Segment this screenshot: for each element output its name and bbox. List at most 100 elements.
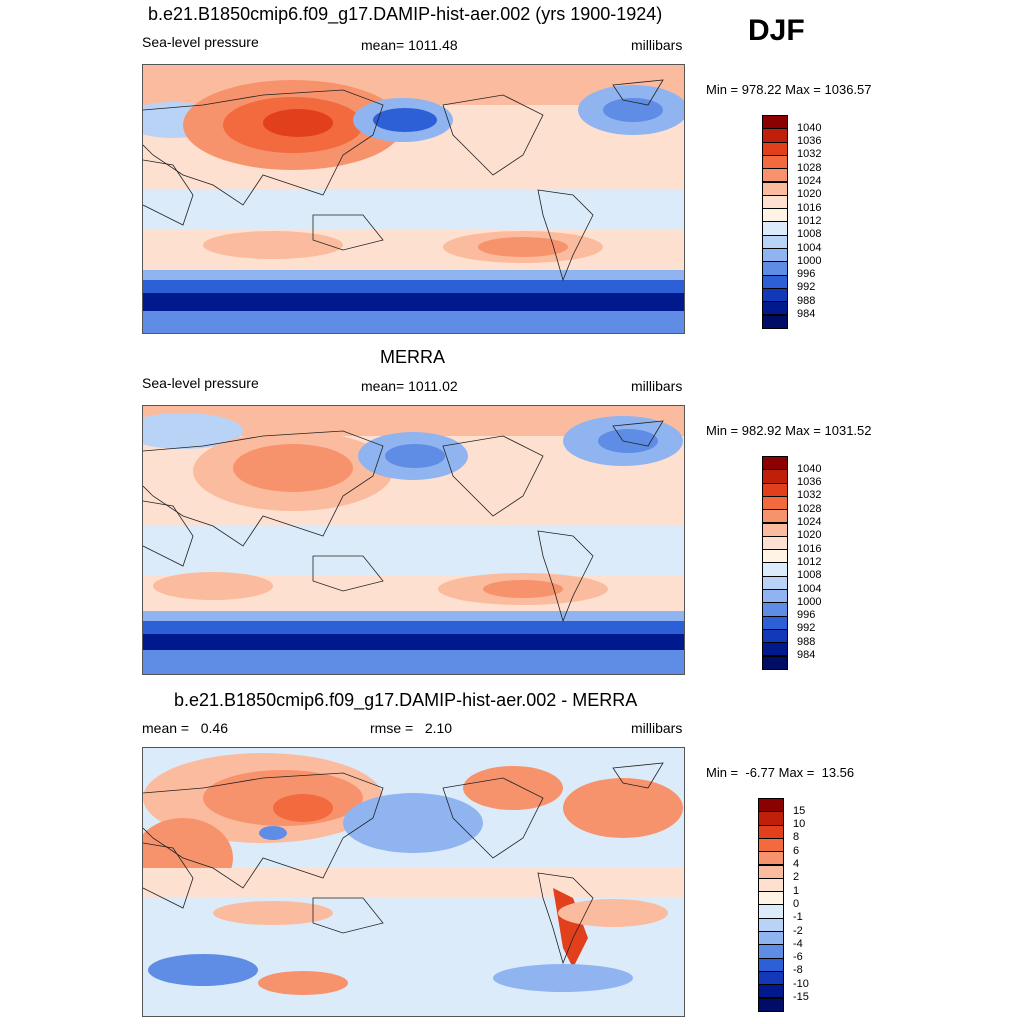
colorbar-label: 996 [797, 268, 816, 281]
panel3-mean-label: mean = 0.46 [142, 720, 229, 736]
colorbar-swatch [762, 469, 788, 484]
colorbar-label: 6 [793, 844, 800, 857]
colorbar-swatch [758, 824, 784, 839]
colorbar-swatch [758, 944, 784, 959]
colorbar-swatch [762, 287, 788, 303]
colorbar-label: 1040 [797, 121, 822, 134]
colorbar-label: 0 [793, 897, 800, 910]
colorbar-label: 996 [797, 609, 816, 622]
colorbar-swatch [758, 837, 784, 853]
colorbar-label: 984 [797, 649, 816, 661]
colorbar-swatch [762, 549, 788, 564]
colorbar-label: 1000 [797, 254, 822, 267]
colorbar-swatch [762, 509, 788, 524]
panel1-title: b.e21.B1850cmip6.f09_g17.DAMIP-hist-aer.… [148, 4, 663, 24]
colorbar-label: 988 [797, 635, 816, 648]
colorbar-label: -1 [793, 911, 803, 924]
panel1-mean-label: mean= 1011.48 [361, 37, 458, 53]
colorbar-swatch [762, 615, 788, 630]
colorbar-swatch [762, 274, 788, 289]
colorbar-label: 1008 [797, 228, 822, 241]
colorbar-swatch [762, 208, 788, 223]
colorbar-swatch [762, 261, 788, 276]
panel1-variable-label: Sea-level pressure [142, 34, 259, 50]
colorbar-swatch [762, 248, 788, 263]
colorbar-label: 984 [797, 308, 816, 320]
colorbar-swatch [762, 482, 788, 497]
colorbar-label: 1 [793, 884, 800, 897]
colorbar-swatch [758, 851, 784, 866]
colorbar-swatch [762, 589, 788, 604]
colorbar-label: 988 [797, 294, 816, 307]
colorbar-label: 1032 [797, 489, 822, 502]
colorbar-label: 1036 [797, 135, 822, 148]
model-slp-map [142, 64, 685, 334]
panel3-minmax: Min = -6.77 Max = 13.56 [706, 765, 855, 780]
colorbar-swatch [758, 917, 784, 932]
panel2-title: MERRA [380, 347, 446, 367]
colorbar-swatch [758, 798, 784, 813]
colorbar-label: 15 [793, 804, 806, 817]
panel2-variable-label: Sea-level pressure [142, 375, 259, 391]
merra-slp-map [142, 405, 685, 675]
colorbar-label: -2 [793, 924, 803, 937]
colorbar-label: 1016 [797, 201, 822, 214]
panel2-units-label: millibars [631, 378, 683, 394]
panel3-units-label: millibars [631, 720, 683, 736]
colorbar-swatch [762, 562, 788, 577]
season-label: DJF [748, 14, 805, 47]
colorbar-swatch [762, 301, 788, 316]
colorbar-swatch [762, 456, 788, 471]
colorbar-label: 1028 [797, 161, 822, 174]
panel2-mean-label: mean= 1011.02 [361, 378, 458, 394]
colorbar-label: 1024 [797, 516, 822, 528]
colorbar-swatch [758, 891, 784, 906]
colorbar-swatch [758, 957, 784, 972]
colorbar-label: 1020 [797, 529, 822, 542]
colorbar-label: 1012 [797, 555, 822, 568]
colorbar-label: 1000 [797, 595, 822, 608]
colorbar-swatch [762, 495, 788, 511]
panel2-minmax: Min = 982.92 Max = 1031.52 [706, 423, 872, 438]
colorbar-label: 1008 [797, 569, 822, 582]
colorbar-swatch [762, 602, 788, 617]
colorbar-label: 4 [793, 858, 800, 870]
colorbar-swatch [762, 522, 788, 537]
colorbar-swatch [762, 575, 788, 590]
colorbar-swatch [762, 628, 788, 644]
colorbar-label: 2 [793, 871, 800, 884]
colorbar-swatch [758, 970, 784, 986]
colorbar-swatch [758, 984, 784, 999]
colorbar-swatch [758, 864, 784, 879]
colorbar-label: 1040 [797, 462, 822, 475]
colorbar-swatch [762, 234, 788, 249]
colorbar-label: 8 [793, 831, 800, 844]
colorbar-swatch [762, 314, 788, 329]
colorbar-swatch [758, 877, 784, 893]
colorbar-label: -6 [793, 951, 803, 964]
colorbar-label: 10 [793, 818, 806, 831]
colorbar-label: 1016 [797, 542, 822, 555]
colorbar-label: -8 [793, 964, 803, 977]
colorbar-label: 1032 [797, 148, 822, 161]
colorbar-swatch [758, 931, 784, 946]
colorbar-swatch [758, 997, 784, 1012]
colorbar-label: -4 [793, 937, 803, 950]
colorbar-swatch [758, 904, 784, 919]
colorbar-swatch [762, 194, 788, 210]
colorbar-label: 1024 [797, 175, 822, 187]
colorbar-label: -15 [793, 991, 809, 1003]
panel1-units-label: millibars [631, 37, 683, 53]
colorbar-swatch [762, 154, 788, 170]
colorbar-swatch [762, 115, 788, 130]
colorbar-label: 992 [797, 281, 816, 294]
colorbar-label: 1004 [797, 582, 822, 595]
colorbar-swatch [762, 168, 788, 183]
colorbar-label: 1036 [797, 476, 822, 489]
colorbar-swatch [762, 141, 788, 156]
colorbar-swatch [762, 655, 788, 670]
panel3-title: b.e21.B1850cmip6.f09_g17.DAMIP-hist-aer.… [174, 690, 638, 710]
colorbar-swatch [762, 128, 788, 143]
colorbar-swatch [758, 811, 784, 826]
colorbar-label: 1012 [797, 214, 822, 227]
